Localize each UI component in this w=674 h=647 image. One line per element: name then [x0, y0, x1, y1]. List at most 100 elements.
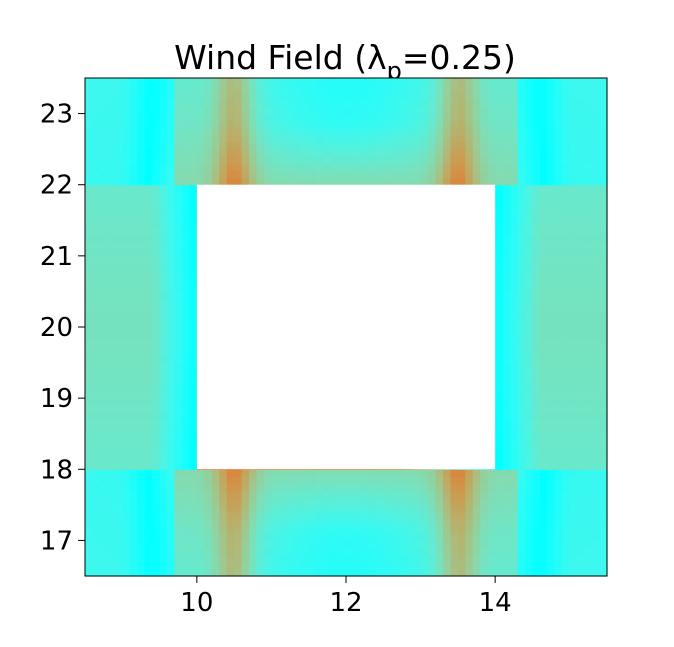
heatmap-cell [368, 469, 377, 477]
heatmap-cell [547, 163, 556, 172]
heatmap-cell [85, 277, 94, 285]
heatmap-cell [137, 405, 146, 413]
heatmap-cell [465, 156, 474, 164]
heatmap-cell [338, 511, 347, 520]
heatmap-cell [569, 120, 578, 129]
heatmap-cell [129, 277, 138, 285]
heatmap-cell [316, 92, 325, 100]
heatmap-cell [457, 149, 466, 157]
heatmap-cell [353, 526, 362, 534]
heatmap-cell [584, 113, 593, 122]
heatmap-cell [368, 561, 377, 570]
heatmap-cell [144, 113, 153, 122]
heatmap-cell [92, 547, 101, 556]
heatmap-cell [428, 149, 437, 157]
heatmap-cell [435, 149, 444, 157]
heatmap-cell [480, 497, 489, 506]
heatmap-cell [487, 78, 496, 86]
heatmap-cell [249, 92, 258, 100]
heatmap-cell [465, 134, 474, 143]
heatmap-cell [219, 547, 228, 556]
heatmap-cell [167, 305, 176, 314]
heatmap-cell [85, 504, 94, 513]
heatmap-cell [554, 291, 563, 300]
heatmap-cell [554, 78, 563, 86]
heatmap-cell [472, 177, 481, 186]
heatmap-cell [122, 412, 131, 421]
heatmap-cell [137, 319, 146, 328]
heatmap-cell [577, 99, 586, 108]
heatmap-cell [495, 327, 504, 335]
heatmap-cell [539, 227, 548, 236]
heatmap-cell [167, 440, 176, 449]
heatmap-cell [316, 476, 325, 485]
heatmap-cell [480, 533, 489, 542]
heatmap-cell [390, 497, 399, 506]
heatmap-cell [92, 120, 101, 129]
heatmap-cell [450, 120, 459, 129]
heatmap-cell [442, 177, 451, 186]
heatmap-cell [137, 127, 146, 136]
heatmap-cell [137, 284, 146, 293]
heatmap-cell [159, 519, 168, 527]
heatmap-cell [189, 206, 198, 214]
heatmap-cell [562, 533, 571, 542]
heatmap-cell [360, 85, 369, 93]
heatmap-cell [413, 476, 422, 485]
heatmap-cell [331, 483, 340, 492]
heatmap-cell [569, 92, 578, 100]
heatmap-cell [99, 241, 108, 250]
heatmap-cell [368, 533, 377, 542]
heatmap-cell [114, 319, 123, 328]
heatmap-cell [204, 568, 213, 577]
heatmap-cell [204, 177, 213, 186]
heatmap-cell [398, 99, 407, 108]
heatmap-cell [510, 355, 519, 364]
heatmap-cell [286, 120, 295, 129]
heatmap-cell [502, 469, 511, 477]
heatmap-cell [114, 198, 123, 207]
heatmap-cell [107, 412, 116, 421]
heatmap-cell [584, 376, 593, 385]
heatmap-cell [569, 540, 578, 549]
heatmap-cell [181, 298, 190, 307]
heatmap-cell [413, 547, 422, 556]
heatmap-cell [532, 497, 541, 506]
heatmap-cell [129, 341, 138, 349]
heatmap-cell [599, 391, 608, 399]
heatmap-cell [323, 85, 332, 93]
heatmap-cell [428, 134, 437, 143]
heatmap-cell [249, 156, 258, 164]
heatmap-cell [114, 284, 123, 293]
heatmap-cell [428, 490, 437, 499]
heatmap-cell [487, 142, 496, 150]
heatmap-cell [159, 533, 168, 542]
heatmap-cell [539, 327, 548, 335]
heatmap-cell [196, 127, 205, 136]
heatmap-cell [524, 398, 534, 406]
heatmap-cell [472, 561, 481, 570]
heatmap-cell [174, 540, 183, 549]
heatmap-cell [122, 341, 131, 349]
heatmap-cell [539, 348, 548, 357]
heatmap-cell [398, 134, 407, 143]
heatmap-cell [562, 284, 571, 293]
heatmap-cell [599, 341, 608, 349]
heatmap-cell [137, 469, 146, 477]
heatmap-cell [234, 120, 243, 129]
heatmap-cell [189, 106, 198, 115]
heatmap-cell [495, 355, 504, 364]
heatmap-cell [99, 248, 108, 257]
heatmap-cell [524, 191, 534, 200]
heatmap-cell [592, 462, 601, 470]
heatmap-cell [420, 85, 429, 93]
heatmap-cell [181, 191, 190, 200]
x-tick-label: 10 [180, 588, 213, 618]
heatmap-cell [599, 334, 608, 342]
heatmap-cell [308, 120, 317, 129]
heatmap-cell [495, 376, 504, 385]
heatmap-cell [114, 134, 123, 143]
heatmap-cell [159, 540, 168, 549]
heatmap-cell [189, 127, 198, 136]
heatmap-cell [114, 341, 123, 349]
